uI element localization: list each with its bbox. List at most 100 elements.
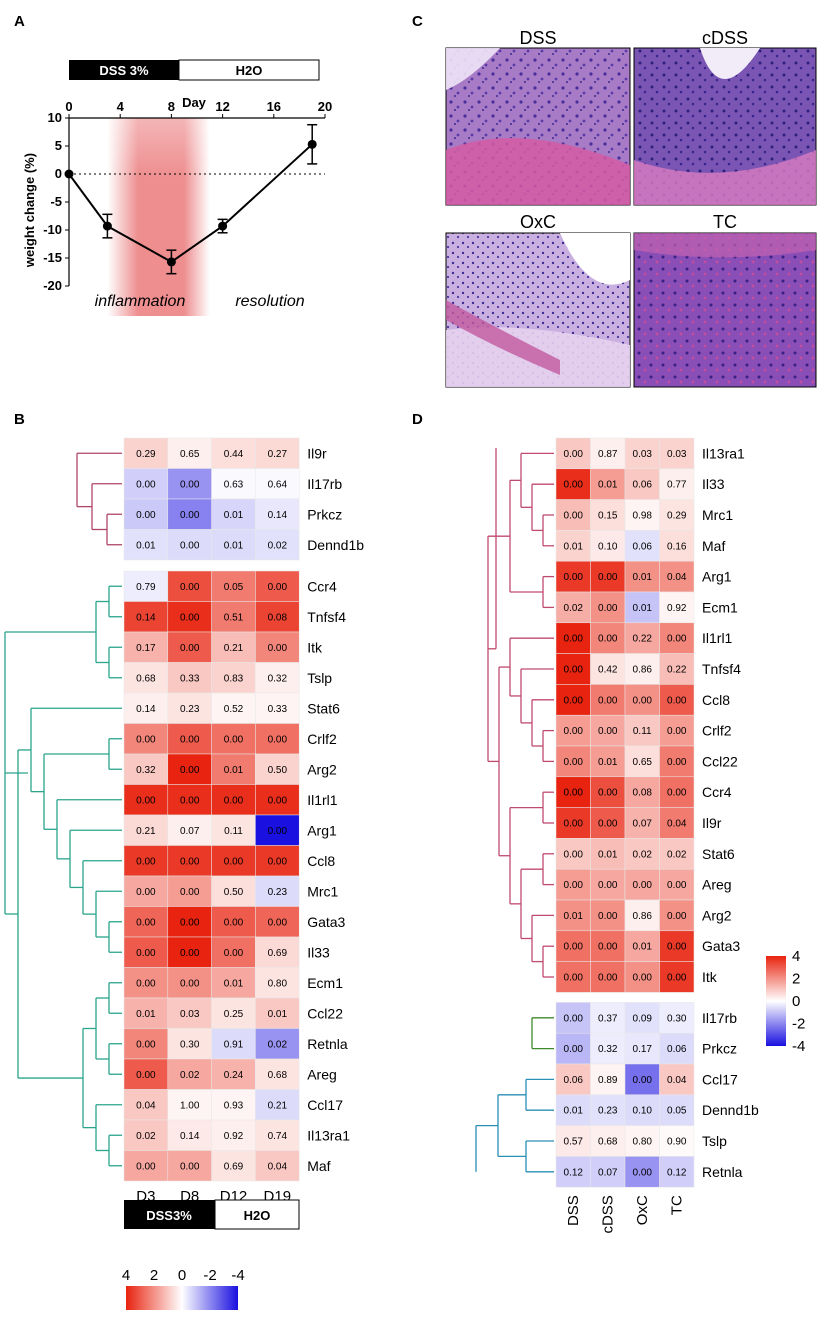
gene-label: Arg2	[702, 907, 732, 923]
legend-tick-label: 2	[150, 1267, 158, 1284]
cell-pvalue: 0.00	[136, 887, 156, 898]
gene-label: Ccl8	[307, 853, 335, 869]
cell-pvalue: 0.00	[268, 582, 288, 593]
heatmap-cell	[211, 1028, 256, 1060]
cell-pvalue: 0.00	[564, 695, 584, 706]
heatmap-cell	[590, 560, 626, 593]
gene-label: Gata3	[702, 938, 740, 954]
cell-pvalue: 1.00	[180, 1100, 200, 1111]
cell-pvalue: 0.00	[667, 757, 687, 768]
treatment-h2o-segment	[178, 59, 320, 81]
cell-pvalue: 0.00	[667, 880, 687, 891]
heatmap-cell	[555, 591, 591, 624]
cell-pvalue: 0.86	[633, 911, 653, 922]
panel-c: C DSS cDSS OxC TC	[412, 13, 817, 388]
cell-pvalue: 0.00	[268, 856, 288, 867]
cell-pvalue: 0.01	[136, 540, 156, 551]
heatmap-cell	[255, 692, 300, 724]
gene-label: Il13ra1	[702, 445, 745, 461]
cell-pvalue: 0.65	[180, 449, 200, 460]
cell-pvalue: 0.05	[224, 582, 244, 593]
cell-pvalue: 0.00	[224, 795, 244, 806]
cell-pvalue: 0.00	[136, 510, 156, 521]
data-point	[102, 221, 112, 231]
cell-pvalue: 0.12	[564, 1167, 584, 1178]
heatmap-cell	[659, 1002, 695, 1034]
cell-pvalue: 0.02	[564, 603, 584, 614]
cell-pvalue: 0.00	[268, 643, 288, 654]
heatmap-cell	[555, 622, 591, 654]
cell-pvalue: 0.00	[564, 511, 584, 522]
cell-pvalue: 0.01	[564, 541, 584, 552]
cell-pvalue: 0.01	[598, 849, 618, 860]
dss-lumen-region	[446, 48, 500, 90]
cell-pvalue: 0.00	[180, 887, 200, 898]
gene-label: Gata3	[307, 914, 345, 930]
cell-pvalue: 0.00	[667, 942, 687, 953]
legend-tick-label: 0	[792, 993, 800, 1010]
cell-pvalue: 0.14	[180, 1131, 200, 1142]
gene-label: Tnfsf4	[307, 609, 346, 625]
gene-label: Ccl17	[702, 1071, 738, 1087]
cell-pvalue: 0.00	[667, 634, 687, 645]
treatment-b-h2o-segment	[214, 1199, 300, 1230]
gene-label: Areg	[307, 1066, 337, 1082]
histology-oxc: OxC	[445, 212, 631, 388]
gene-label: Stat6	[702, 846, 735, 862]
color-legend-d: 4 2 0 -2 -4	[766, 948, 805, 1055]
day-axis-title: Day	[182, 95, 207, 110]
cell-pvalue: 0.57	[564, 1137, 584, 1148]
legend-tick-label: -4	[792, 1038, 805, 1055]
heatmap-cell	[590, 1063, 626, 1096]
heatmap-cell	[211, 936, 256, 968]
heatmap-cell	[555, 1063, 591, 1096]
heatmap-cell	[167, 1150, 212, 1182]
heatmap-cell	[590, 838, 626, 870]
gene-label: Ecm1	[702, 599, 738, 615]
cell-pvalue: 0.00	[667, 695, 687, 706]
panel-b-letter: B	[14, 411, 25, 428]
gene-label: Ccl8	[702, 692, 730, 708]
heatmap-cell	[659, 899, 695, 932]
heatmap-cell	[590, 684, 626, 716]
heatmap-cell	[167, 784, 212, 816]
panel-d: D 0.00 0.87 0.03 0.03 Il13ra1 0.00 0.01 0.06 0.7…	[412, 411, 805, 1234]
gene-label: Dennd1b	[307, 537, 364, 553]
heatmap-cell	[555, 1125, 591, 1157]
heatmap-cell	[211, 631, 256, 663]
heatmap-cell	[123, 1119, 169, 1151]
histology-tc: TC	[633, 212, 817, 388]
cell-pvalue: 0.03	[180, 1009, 200, 1020]
gene-label: Retnla	[702, 1164, 743, 1180]
gene-label: Dennd1b	[702, 1102, 759, 1118]
cell-pvalue: 0.00	[136, 978, 156, 989]
cell-pvalue: 0.25	[224, 1009, 244, 1020]
legend-tick-label: -4	[231, 1267, 244, 1284]
heatmap-b: 0.29 0.65 0.44 0.27 Il9r 0.00 0.00 0.63 0.64 Il17…	[123, 437, 364, 1205]
cell-pvalue: 0.00	[136, 948, 156, 959]
cell-pvalue: 0.69	[268, 948, 288, 959]
heatmap-cell	[211, 468, 256, 500]
treatment-b-h2o-label: H2O	[244, 1208, 271, 1223]
heatmap-cell	[167, 631, 212, 663]
heatmap-cell	[590, 1032, 626, 1065]
cell-pvalue: 0.00	[667, 973, 687, 984]
heatmap-cell	[659, 1125, 695, 1157]
cell-pvalue: 0.00	[180, 510, 200, 521]
heatmap-cell	[211, 692, 256, 724]
cell-pvalue: 0.77	[667, 480, 687, 491]
gene-label: Ccr4	[307, 578, 337, 594]
cell-pvalue: 0.44	[224, 449, 244, 460]
heatmap-cell	[624, 1032, 660, 1065]
panel-d-letter: D	[412, 411, 423, 428]
cell-pvalue: 0.08	[268, 612, 288, 623]
cell-pvalue: 0.00	[180, 734, 200, 745]
cell-pvalue: 0.02	[268, 1039, 288, 1050]
heatmap-cell	[659, 1156, 695, 1188]
heatmap-cell	[123, 967, 169, 999]
inflammation-shading-highlight	[107, 118, 210, 178]
cell-pvalue: 0.86	[633, 665, 653, 676]
cdss-lumen-region	[700, 48, 760, 79]
heatmap-cell	[167, 814, 212, 846]
cell-pvalue: 0.32	[268, 673, 288, 684]
